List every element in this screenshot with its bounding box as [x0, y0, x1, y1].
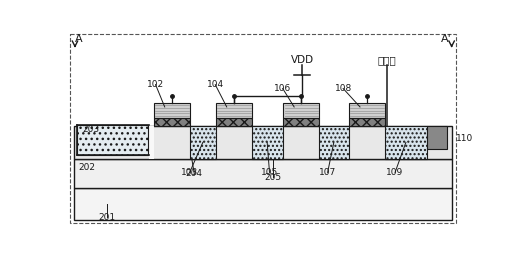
Text: 107: 107: [319, 168, 336, 177]
Bar: [149, 126, 154, 158]
Text: VDD: VDD: [290, 55, 313, 65]
Text: 105: 105: [261, 168, 278, 177]
Text: 202: 202: [78, 163, 95, 172]
Text: 109: 109: [386, 168, 404, 177]
Text: 102: 102: [147, 80, 164, 89]
Bar: [154, 103, 190, 118]
Text: 201: 201: [98, 212, 115, 221]
Text: 203: 203: [83, 125, 100, 134]
Text: 204: 204: [186, 169, 203, 178]
Bar: [76, 125, 148, 155]
Bar: [252, 126, 284, 158]
Bar: [216, 118, 252, 126]
Text: 103: 103: [181, 168, 199, 177]
Text: A: A: [75, 34, 83, 44]
Bar: [385, 126, 427, 158]
Bar: [74, 126, 451, 158]
Bar: [319, 126, 349, 158]
Text: 205: 205: [265, 173, 282, 182]
Bar: [216, 103, 252, 118]
Text: 列总线: 列总线: [378, 55, 397, 65]
Text: A': A': [441, 34, 451, 44]
Bar: [349, 103, 385, 118]
Bar: [74, 188, 451, 220]
Bar: [284, 118, 319, 126]
Bar: [190, 126, 216, 158]
Bar: [349, 118, 385, 126]
Text: 106: 106: [274, 84, 291, 93]
Bar: [284, 103, 319, 118]
Bar: [427, 126, 447, 149]
Text: 108: 108: [334, 84, 352, 93]
Bar: [154, 118, 190, 126]
Text: 104: 104: [207, 80, 224, 89]
Text: 110: 110: [456, 134, 473, 143]
Bar: [74, 158, 451, 188]
